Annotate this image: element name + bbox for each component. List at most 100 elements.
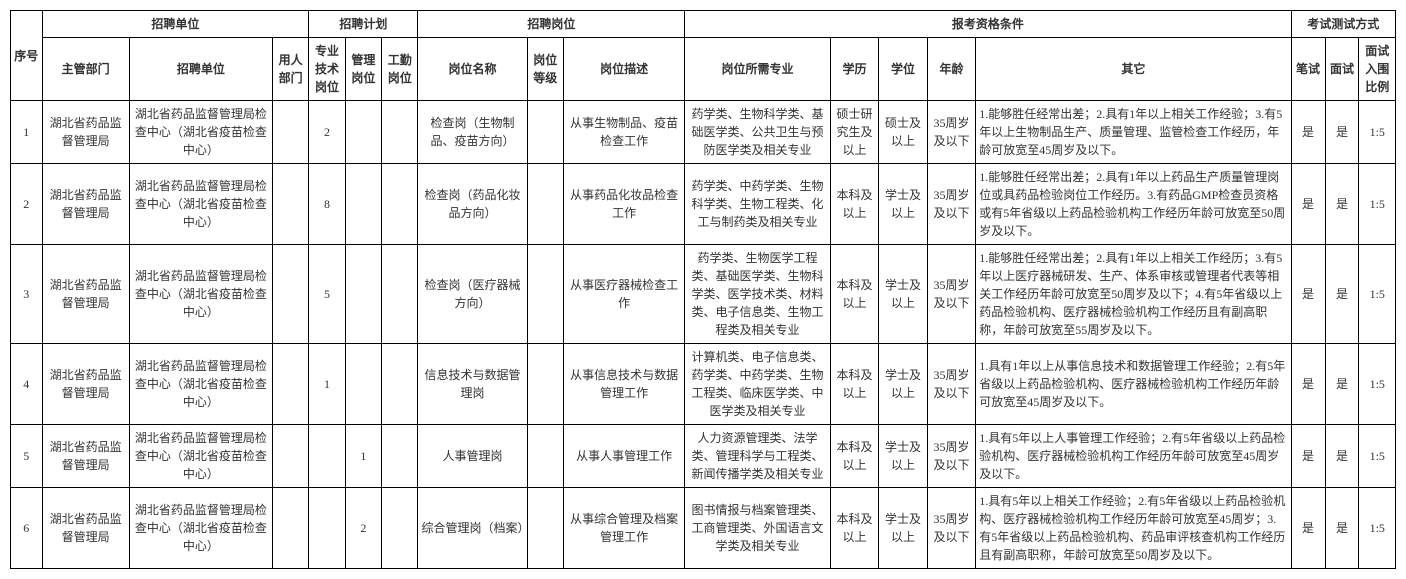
cell-interview: 是 (1325, 425, 1359, 488)
cell-written_exam: 是 (1291, 164, 1325, 245)
cell-using_dept (272, 425, 308, 488)
cell-supervising_dept: 湖北省药品监督管理局 (42, 344, 129, 425)
table-body: 1湖北省药品监督管理局湖北省药品监督管理局检查中心（湖北省疫苗检查中心）2检查岗… (11, 101, 1396, 569)
cell-labor_post (382, 344, 418, 425)
cell-recruit_unit: 湖北省药品监督管理局检查中心（湖北省疫苗检查中心） (129, 101, 272, 164)
cell-post_desc: 从事药品化妆品检查工作 (563, 164, 684, 245)
cell-post_desc: 从事综合管理及档案管理工作 (563, 488, 684, 569)
header-mgmt-post: 管理岗位 (345, 38, 381, 101)
cell-education: 本科及以上 (830, 164, 879, 245)
cell-interview: 是 (1325, 488, 1359, 569)
cell-interview: 是 (1325, 164, 1359, 245)
cell-seq: 1 (11, 101, 43, 164)
cell-degree: 硕士及以上 (879, 101, 928, 164)
table-row: 3湖北省药品监督管理局湖北省药品监督管理局检查中心（湖北省疫苗检查中心）5检查岗… (11, 245, 1396, 344)
table-row: 6湖北省药品监督管理局湖北省药品监督管理局检查中心（湖北省疫苗检查中心）2综合管… (11, 488, 1396, 569)
cell-using_dept (272, 101, 308, 164)
cell-post_name: 检查岗（药品化妆品方向） (418, 164, 527, 245)
cell-post_name: 检查岗（医疗器械方向） (418, 245, 527, 344)
cell-recruit_unit: 湖北省药品监督管理局检查中心（湖北省疫苗检查中心） (129, 488, 272, 569)
cell-supervising_dept: 湖北省药品监督管理局 (42, 101, 129, 164)
recruitment-table: 序号 招聘单位 招聘计划 招聘岗位 报考资格条件 考试测试方式 主管部门 招聘单… (10, 10, 1396, 569)
cell-age: 35周岁及以下 (927, 344, 976, 425)
cell-age: 35周岁及以下 (927, 425, 976, 488)
header-recruit-post-group: 招聘岗位 (418, 11, 685, 38)
cell-other: 1.能够胜任经常出差；2.具有1年以上药品生产质量管理岗位或具药品检验岗位工作经… (976, 164, 1291, 245)
header-using-dept: 用人部门 (272, 38, 308, 101)
cell-mgmt_post (345, 344, 381, 425)
cell-post_desc: 从事生物制品、疫苗检查工作 (563, 101, 684, 164)
cell-supervising_dept: 湖北省药品监督管理局 (42, 164, 129, 245)
header-post-name: 岗位名称 (418, 38, 527, 101)
cell-written_exam: 是 (1291, 425, 1325, 488)
cell-post_level (527, 344, 563, 425)
header-tech-post: 专业技术岗位 (309, 38, 345, 101)
cell-post_name: 信息技术与数据管理岗 (418, 344, 527, 425)
cell-other: 1.具有5年以上相关工作经验；2.有5年省级以上药品检验机构、医疗器械检验机构工… (976, 488, 1291, 569)
cell-labor_post (382, 245, 418, 344)
cell-interview_ratio: 1:5 (1359, 344, 1396, 425)
cell-post_level (527, 164, 563, 245)
cell-written_exam: 是 (1291, 344, 1325, 425)
cell-post_level (527, 101, 563, 164)
cell-degree: 学士及以上 (879, 245, 928, 344)
cell-post_name: 人事管理岗 (418, 425, 527, 488)
table-row: 4湖北省药品监督管理局湖北省药品监督管理局检查中心（湖北省疫苗检查中心）1信息技… (11, 344, 1396, 425)
cell-post_name: 综合管理岗（档案） (418, 488, 527, 569)
header-required-major: 岗位所需专业 (685, 38, 831, 101)
cell-degree: 学士及以上 (879, 488, 928, 569)
cell-education: 本科及以上 (830, 344, 879, 425)
cell-post_desc: 从事人事管理工作 (563, 425, 684, 488)
header-interview: 面试 (1325, 38, 1359, 101)
cell-using_dept (272, 245, 308, 344)
cell-seq: 6 (11, 488, 43, 569)
header-recruit-plan-group: 招聘计划 (309, 11, 418, 38)
cell-seq: 2 (11, 164, 43, 245)
header-degree: 学位 (879, 38, 928, 101)
table-row: 1湖北省药品监督管理局湖北省药品监督管理局检查中心（湖北省疫苗检查中心）2检查岗… (11, 101, 1396, 164)
cell-written_exam: 是 (1291, 101, 1325, 164)
header-qualification-group: 报考资格条件 (685, 11, 1291, 38)
cell-using_dept (272, 164, 308, 245)
cell-interview_ratio: 1:5 (1359, 101, 1396, 164)
cell-required_major: 药学类、中药学类、生物科学类、生物工程类、化工与制药类及相关专业 (685, 164, 831, 245)
cell-mgmt_post: 1 (345, 425, 381, 488)
cell-seq: 3 (11, 245, 43, 344)
cell-age: 35周岁及以下 (927, 245, 976, 344)
header-seq: 序号 (11, 11, 43, 101)
cell-written_exam: 是 (1291, 488, 1325, 569)
table-row: 5湖北省药品监督管理局湖北省药品监督管理局检查中心（湖北省疫苗检查中心）1人事管… (11, 425, 1396, 488)
cell-tech_post (309, 425, 345, 488)
cell-labor_post (382, 101, 418, 164)
cell-education: 硕士研究生及以上 (830, 101, 879, 164)
cell-other: 1.具有1年以上从事信息技术和数据管理工作经验；2.有5年省级以上药品检验机构、… (976, 344, 1291, 425)
cell-labor_post (382, 164, 418, 245)
cell-recruit_unit: 湖北省药品监督管理局检查中心（湖北省疫苗检查中心） (129, 344, 272, 425)
cell-tech_post: 1 (309, 344, 345, 425)
header-interview-ratio: 面试入围比例 (1359, 38, 1396, 101)
cell-degree: 学士及以上 (879, 344, 928, 425)
cell-interview_ratio: 1:5 (1359, 425, 1396, 488)
cell-labor_post (382, 425, 418, 488)
cell-tech_post: 8 (309, 164, 345, 245)
cell-required_major: 人力资源管理类、法学类、管理科学与工程类、新闻传播学类及相关专业 (685, 425, 831, 488)
header-labor-post: 工勤岗位 (382, 38, 418, 101)
cell-education: 本科及以上 (830, 245, 879, 344)
cell-required_major: 计算机类、电子信息类、药学类、中药学类、生物工程类、临床医学类、中医学类及相关专… (685, 344, 831, 425)
header-exam-group: 考试测试方式 (1291, 11, 1395, 38)
header-post-desc: 岗位描述 (563, 38, 684, 101)
header-supervising-dept: 主管部门 (42, 38, 129, 101)
cell-age: 35周岁及以下 (927, 101, 976, 164)
cell-supervising_dept: 湖北省药品监督管理局 (42, 245, 129, 344)
cell-using_dept (272, 488, 308, 569)
header-age: 年龄 (927, 38, 976, 101)
cell-interview: 是 (1325, 344, 1359, 425)
cell-interview_ratio: 1:5 (1359, 488, 1396, 569)
cell-mgmt_post (345, 101, 381, 164)
cell-other: 1.能够胜任经常出差；2.具有1年以上相关工作经历；3.有5年以上医疗器械研发、… (976, 245, 1291, 344)
cell-post_level (527, 245, 563, 344)
cell-mgmt_post (345, 245, 381, 344)
cell-seq: 5 (11, 425, 43, 488)
cell-mgmt_post: 2 (345, 488, 381, 569)
cell-age: 35周岁及以下 (927, 488, 976, 569)
